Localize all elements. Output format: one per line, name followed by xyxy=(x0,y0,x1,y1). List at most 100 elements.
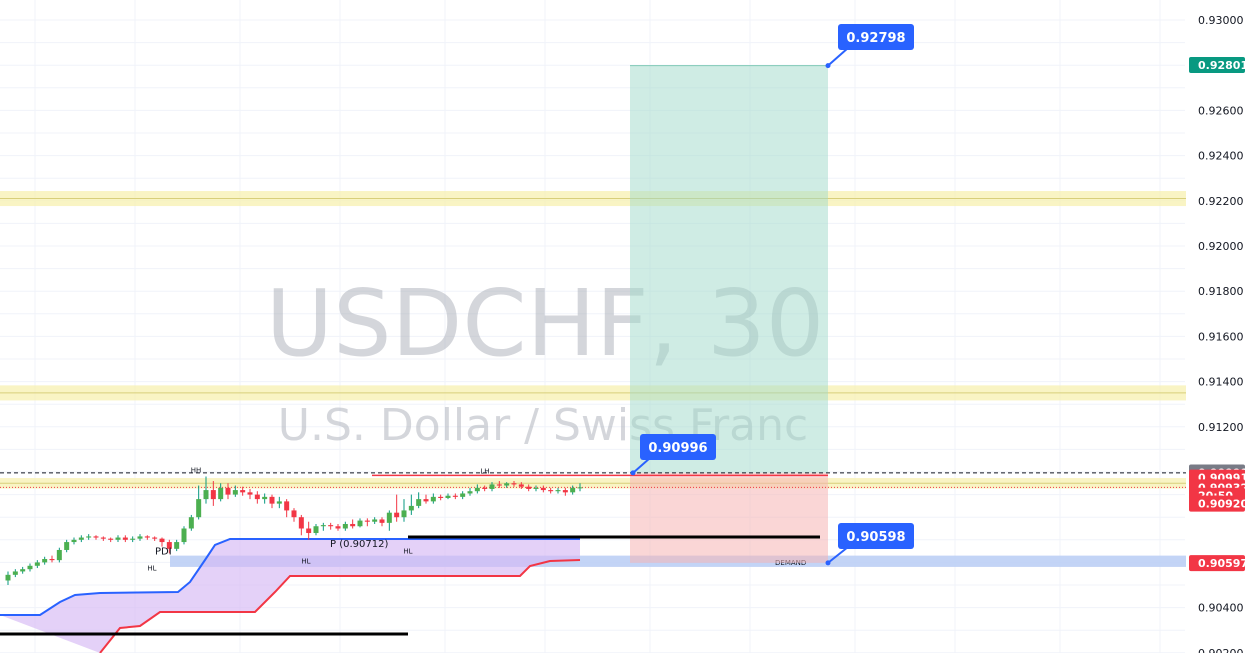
candle xyxy=(357,518,363,528)
candle-body xyxy=(320,525,326,527)
candle-body xyxy=(108,538,114,540)
candle-body xyxy=(218,487,224,500)
candle-body xyxy=(423,499,429,502)
hl-label: HL xyxy=(147,564,156,572)
candle-body xyxy=(445,495,451,498)
candle xyxy=(533,485,539,492)
candle xyxy=(115,535,121,543)
candle-body xyxy=(27,565,33,570)
candle-body xyxy=(130,538,136,540)
price-tick-label: 0.90200 xyxy=(1198,647,1244,653)
candle-body xyxy=(467,491,473,494)
candle-body xyxy=(137,536,143,539)
candle xyxy=(42,556,48,565)
candle-body xyxy=(570,487,576,493)
candle xyxy=(12,569,18,578)
callout-label: 0.90598 xyxy=(846,530,905,545)
candle-body xyxy=(49,559,55,561)
pdi-label: PDI xyxy=(155,546,172,557)
candle-body xyxy=(416,499,422,506)
candle-body xyxy=(496,484,502,486)
candle xyxy=(342,521,348,531)
candle xyxy=(130,536,136,543)
candle xyxy=(562,487,568,496)
candle-body xyxy=(401,510,407,518)
candle-body xyxy=(357,520,363,527)
candle xyxy=(56,547,62,563)
candle xyxy=(482,485,488,492)
candle-body xyxy=(386,512,392,523)
candle-body xyxy=(540,487,546,491)
candle-body xyxy=(364,520,370,522)
candle xyxy=(460,491,466,500)
candle xyxy=(34,560,40,569)
candle xyxy=(474,484,480,494)
candle-body xyxy=(460,493,466,497)
candle xyxy=(438,494,444,501)
candle xyxy=(291,508,297,522)
candle xyxy=(203,476,209,504)
candle xyxy=(122,535,128,543)
candle-body xyxy=(489,484,495,489)
candle-body xyxy=(379,519,385,523)
callout-pointer xyxy=(632,457,651,474)
pivot-label: P (0.90712) xyxy=(330,539,388,550)
candle xyxy=(570,485,576,495)
price-axis[interactable]: 0.93000 0.92600 0.92400 0.92200 0.92000 0.918… xyxy=(1186,0,1246,653)
candle xyxy=(386,510,392,531)
indicator-cloud xyxy=(0,539,580,653)
price-tick-label: 0.92400 xyxy=(1198,150,1244,163)
price-tag xyxy=(1189,495,1245,512)
candle-body xyxy=(438,496,444,498)
price-tick-label: 0.91800 xyxy=(1198,285,1244,298)
candle-body xyxy=(115,537,121,540)
candle-body xyxy=(71,539,77,543)
candle xyxy=(78,535,84,543)
candle xyxy=(108,537,114,543)
candle xyxy=(5,571,11,585)
loss-zone xyxy=(630,472,828,563)
price-tick-label: 0.93000 xyxy=(1198,14,1244,27)
candle xyxy=(577,483,583,492)
price-tick-label: 0.92000 xyxy=(1198,240,1244,253)
candle xyxy=(152,536,158,541)
candle-body xyxy=(306,528,312,534)
candle-body xyxy=(181,528,187,543)
candle-body xyxy=(5,574,11,581)
callout-anchor xyxy=(630,470,636,476)
callout-box xyxy=(640,434,716,460)
candle xyxy=(232,485,238,497)
candle xyxy=(27,563,33,572)
candle-body xyxy=(159,538,165,543)
candle-body xyxy=(203,490,209,500)
callout-box xyxy=(838,523,914,549)
demand-label: DEMAND xyxy=(775,559,806,567)
candle-body xyxy=(34,562,40,566)
callouts-layer[interactable]: 0.92798 0.90996 0.90598 xyxy=(630,24,915,566)
candle-body xyxy=(240,490,246,493)
candle xyxy=(394,494,400,522)
candle-body xyxy=(518,484,524,487)
price-tick-label: 0.91400 xyxy=(1198,376,1244,389)
lh-label: LH xyxy=(480,467,489,475)
long-position-tool[interactable] xyxy=(0,65,1193,563)
candle xyxy=(313,523,319,536)
candle xyxy=(247,488,253,500)
candle-body xyxy=(188,517,194,529)
annotations-layer: HH LH PDI HL HL HL P (0.90712) xyxy=(147,466,489,572)
candle xyxy=(328,522,334,530)
hl-label: HL xyxy=(301,558,310,566)
candle-body xyxy=(562,490,568,493)
price-tag-label: 0.90597 xyxy=(1198,557,1246,570)
candle xyxy=(540,485,546,493)
candle-body xyxy=(548,490,554,492)
price-tick-label: 0.92200 xyxy=(1198,195,1244,208)
candle-body xyxy=(372,519,378,522)
candle xyxy=(430,493,436,504)
callout-anchor xyxy=(825,63,831,69)
price-tag-label: 0.90920 xyxy=(1198,498,1246,511)
candle-body xyxy=(42,559,48,563)
candle xyxy=(276,496,282,509)
